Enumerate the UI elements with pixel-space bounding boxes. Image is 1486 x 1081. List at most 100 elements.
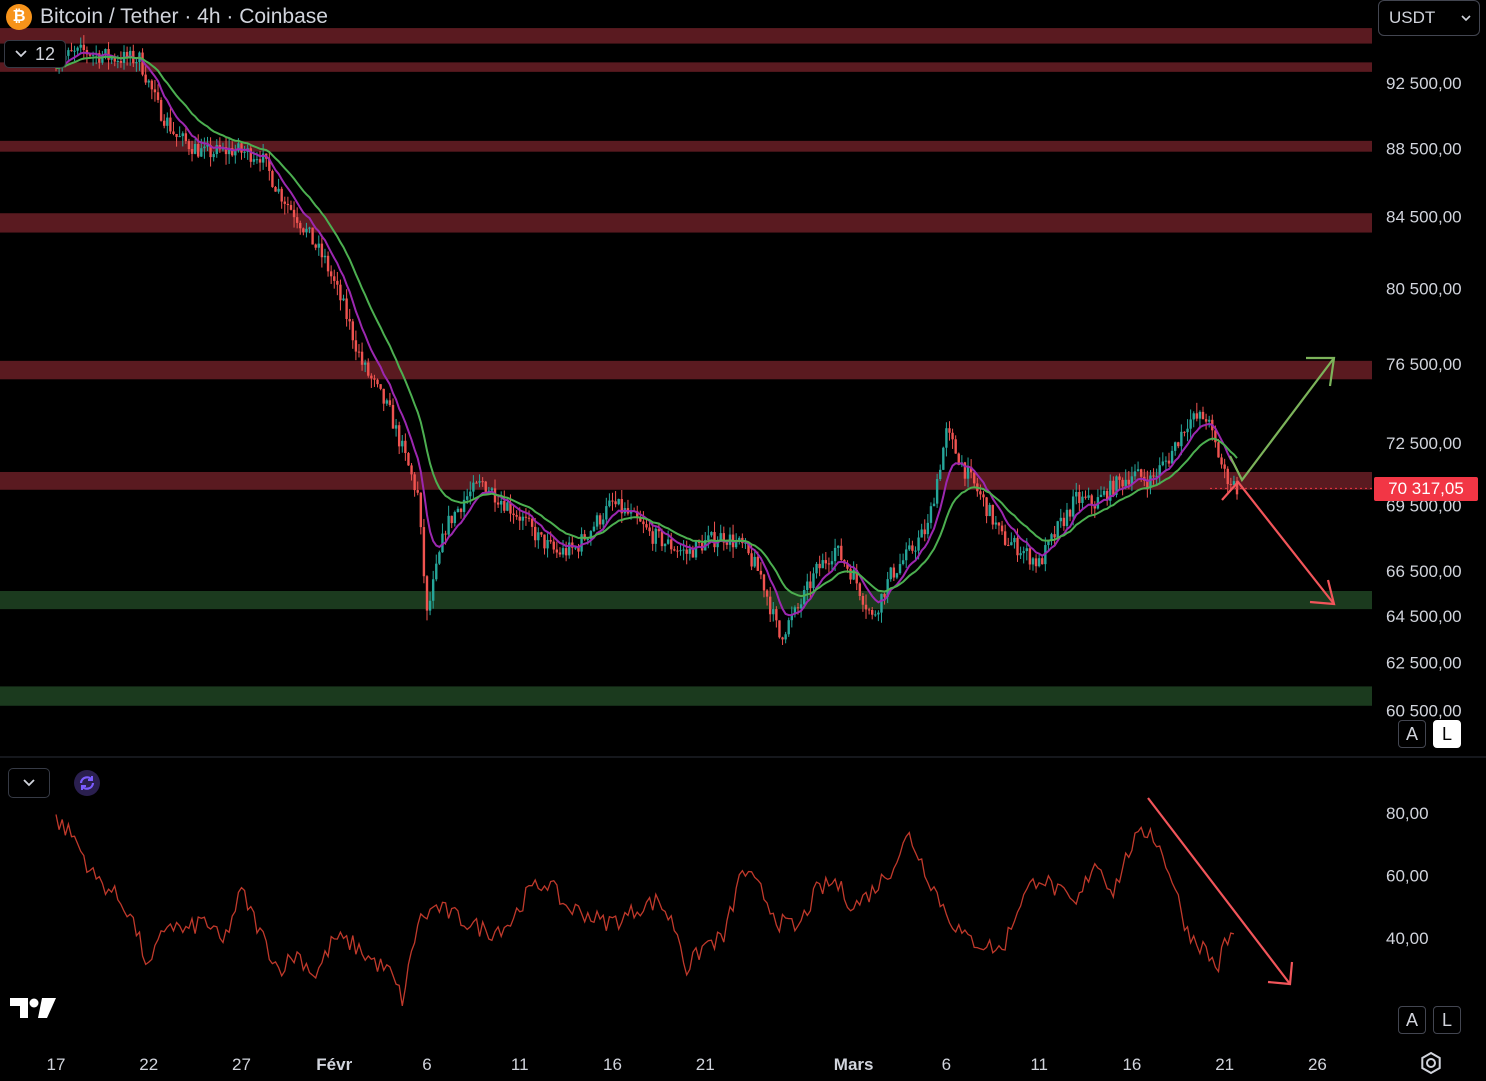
rsi-pane-toggle-button[interactable]: [8, 768, 50, 798]
candle-body: [252, 159, 256, 162]
candle-body: [1124, 479, 1127, 487]
indicators-toggle-button[interactable]: 12: [4, 40, 66, 68]
candle-body: [370, 375, 373, 379]
candle-body: [1084, 496, 1087, 498]
candle-body: [948, 428, 951, 433]
candle-body: [1003, 531, 1007, 545]
candle-body: [827, 563, 831, 565]
candle-body: [1087, 495, 1090, 498]
candle-body: [156, 92, 160, 100]
candle-body: [147, 80, 150, 83]
candle-body: [1081, 496, 1084, 503]
rsi-auto-scale-button[interactable]: A: [1398, 1006, 1426, 1034]
candle-body: [150, 80, 154, 90]
resistance-zone: [0, 213, 1372, 233]
candle-body: [1013, 537, 1016, 543]
candle-body: [892, 567, 896, 578]
time-tick-label: 16: [1122, 1055, 1141, 1074]
candle-body: [431, 579, 435, 601]
candle-body: [280, 188, 283, 202]
candle-body: [1078, 491, 1081, 503]
candle-body: [602, 519, 605, 525]
candle-body: [867, 609, 871, 611]
candle-body: [320, 243, 324, 258]
candle-body: [793, 607, 797, 615]
candle-body: [125, 51, 129, 59]
bullish-arrowhead: [1306, 356, 1336, 387]
candle-body: [1183, 431, 1186, 433]
candle-body: [886, 579, 889, 597]
price-tick-label: 60 500,00: [1386, 702, 1462, 721]
candle-body: [357, 351, 361, 353]
candle-body: [243, 151, 246, 153]
candle-body: [159, 99, 163, 121]
log-scale-button[interactable]: L: [1433, 720, 1461, 748]
candle-body: [166, 117, 169, 126]
candle-body: [852, 569, 855, 580]
bearish-arrow: [1221, 480, 1335, 605]
time-tick-label: Mars: [834, 1055, 874, 1074]
candle-body: [629, 510, 633, 514]
candle-body: [880, 593, 883, 613]
candle-body: [713, 532, 716, 548]
rsi-bearish-arrowhead: [1267, 961, 1294, 986]
candle-body: [472, 482, 475, 492]
candle-body: [691, 548, 695, 558]
currency-select[interactable]: USDT: [1378, 0, 1480, 36]
candle-body: [475, 482, 478, 484]
candle-body: [255, 159, 259, 161]
candle-body: [215, 145, 218, 155]
candle-body: [849, 568, 852, 580]
candle-body: [110, 57, 113, 60]
settings-gear-icon[interactable]: [1418, 1050, 1444, 1076]
candle-body: [268, 158, 271, 171]
candle-body: [1229, 484, 1233, 486]
candle-body: [589, 531, 593, 539]
rsi-pane: 80,00 60,00 40,00: [55, 804, 1429, 1007]
candle-body: [336, 280, 339, 285]
candle-body: [663, 543, 667, 547]
resistance-zone: [0, 471, 1372, 490]
candle-body: [988, 504, 991, 517]
sync-icon[interactable]: [74, 770, 100, 796]
candle-body: [527, 517, 531, 519]
candle-body: [1121, 479, 1124, 487]
price-tick-label: 64 500,00: [1386, 607, 1462, 626]
candle-body: [951, 432, 954, 440]
candle-body: [744, 542, 747, 544]
candle-body: [1177, 442, 1180, 447]
candle-body: [271, 170, 274, 187]
candle-body: [88, 54, 92, 56]
symbol-title[interactable]: Bitcoin / Tether · 4h · Coinbase: [40, 5, 328, 28]
candle-body: [407, 453, 410, 466]
auto-scale-button[interactable]: A: [1398, 720, 1426, 748]
resistance-zone: [0, 28, 1372, 44]
candle-body: [397, 425, 401, 447]
candle-body: [670, 539, 673, 550]
candle-body: [595, 515, 599, 527]
candle-body: [1019, 553, 1022, 556]
indicator-count: 12: [34, 43, 56, 64]
candle-body: [1152, 475, 1155, 477]
rsi-log-scale-button[interactable]: L: [1433, 1006, 1461, 1034]
candle-body: [348, 319, 351, 322]
candle-body: [775, 609, 778, 621]
candle-body: [883, 593, 886, 597]
candle-body: [824, 560, 828, 564]
time-tick-label: 21: [1215, 1055, 1234, 1074]
candle-body: [360, 351, 364, 365]
candle-body: [129, 50, 132, 59]
candle-body: [410, 465, 413, 475]
candle-body: [787, 620, 790, 635]
candle-body: [438, 552, 441, 564]
candle-body: [534, 526, 537, 541]
candle-body: [954, 439, 957, 454]
candle-body: [1034, 558, 1038, 567]
candle-body: [462, 499, 466, 512]
candle-body: [982, 494, 985, 498]
candle-body: [274, 186, 277, 192]
currency-value: USDT: [1389, 8, 1436, 27]
candle-body: [345, 298, 348, 320]
last-price-label: 70 317,05: [1374, 477, 1478, 501]
